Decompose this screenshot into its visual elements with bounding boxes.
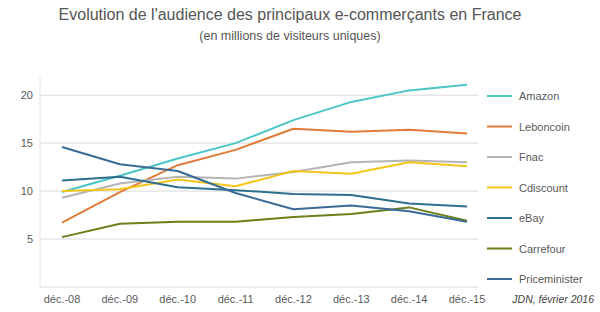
legend-label: eBay [519,212,545,224]
legend-label: Amazon [519,90,559,102]
legend-swatch [487,156,512,158]
legend-swatch [487,95,512,97]
y-tick-label: 15 [21,137,33,149]
legend-label: Leboncoin [519,121,570,133]
legend-swatch [487,278,512,280]
legend-label: Carrefour [519,243,566,255]
y-tick-label: 20 [21,89,33,101]
x-tick-label: déc.-11 [218,293,254,305]
x-tick-label: déc.-08 [44,293,81,305]
legend-swatch [487,217,512,219]
y-tick-label: 10 [21,185,33,197]
x-tick-label: déc.-15 [449,293,486,305]
x-tick-label: déc.-14 [391,293,428,305]
legend-swatch [487,248,512,250]
lines [62,85,467,238]
y-tick-label: 5 [27,233,33,245]
title: Evolution de l'audience des principaux e… [59,6,522,23]
x-tick-label: déc.-13 [333,293,370,305]
x-tick-label: déc.-12 [275,293,312,305]
legend-swatch [487,187,512,189]
grid-line [40,95,478,96]
legend-label: Cdiscount [519,182,568,194]
series-line [62,147,467,222]
y-axis-line [40,76,41,287]
legend-label: Priceminister [519,273,583,285]
subtitle: (en millions de visiteurs uniques) [199,29,380,43]
legend-label: Fnac [519,151,544,163]
x-tick-label: déc.-09 [102,293,139,305]
legend-swatch [487,126,512,128]
grid-line [40,143,478,144]
x-axis-line [40,287,478,288]
x-tick-label: déc.-10 [159,293,196,305]
grid-line [40,239,478,240]
chart: Evolution de l'audience des principaux e… [0,0,600,312]
source: JDN, février 2016 [511,293,594,305]
